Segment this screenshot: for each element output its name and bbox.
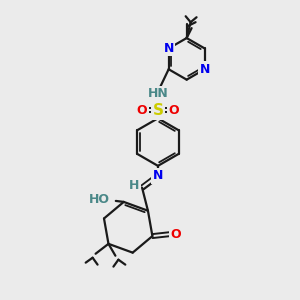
Text: N: N (153, 169, 163, 182)
Text: H: H (129, 179, 139, 192)
Text: O: O (137, 104, 147, 117)
Text: N: N (164, 42, 174, 55)
Text: O: O (171, 228, 181, 241)
Text: O: O (169, 104, 179, 117)
Text: N: N (200, 63, 210, 76)
Text: HN: HN (148, 87, 168, 100)
Text: S: S (152, 103, 164, 118)
Text: HO: HO (89, 194, 110, 206)
